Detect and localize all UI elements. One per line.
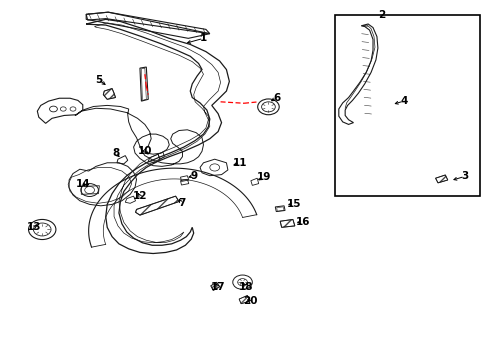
- Text: 2: 2: [378, 10, 386, 20]
- Text: 4: 4: [400, 96, 408, 106]
- Text: 14: 14: [75, 179, 90, 189]
- Text: 1: 1: [200, 33, 207, 43]
- Text: 16: 16: [295, 217, 310, 227]
- Text: 5: 5: [95, 75, 102, 85]
- Text: 12: 12: [133, 191, 147, 201]
- Text: 11: 11: [233, 158, 247, 168]
- Text: 18: 18: [239, 282, 253, 292]
- Text: 10: 10: [138, 146, 152, 156]
- Text: 9: 9: [190, 171, 197, 181]
- Text: 13: 13: [26, 222, 41, 232]
- Text: 6: 6: [273, 93, 280, 103]
- Text: 8: 8: [112, 148, 119, 158]
- Text: 20: 20: [243, 296, 257, 306]
- Text: 19: 19: [256, 172, 271, 182]
- Text: 17: 17: [211, 282, 225, 292]
- Text: 15: 15: [287, 199, 301, 210]
- Text: 7: 7: [178, 198, 185, 208]
- Text: 3: 3: [461, 171, 468, 181]
- Bar: [335, 15, 480, 196]
